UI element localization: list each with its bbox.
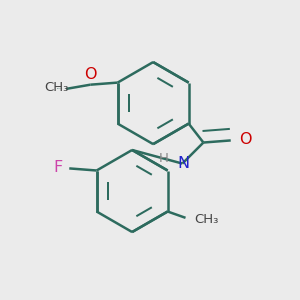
Text: CH₃: CH₃ <box>44 81 68 94</box>
Text: methoxy: methoxy <box>57 88 63 89</box>
Text: F: F <box>54 160 63 175</box>
Text: N: N <box>177 156 190 171</box>
Text: CH₃: CH₃ <box>194 213 218 226</box>
Text: O: O <box>239 132 252 147</box>
Text: H: H <box>158 152 168 165</box>
Text: O: O <box>84 67 97 82</box>
